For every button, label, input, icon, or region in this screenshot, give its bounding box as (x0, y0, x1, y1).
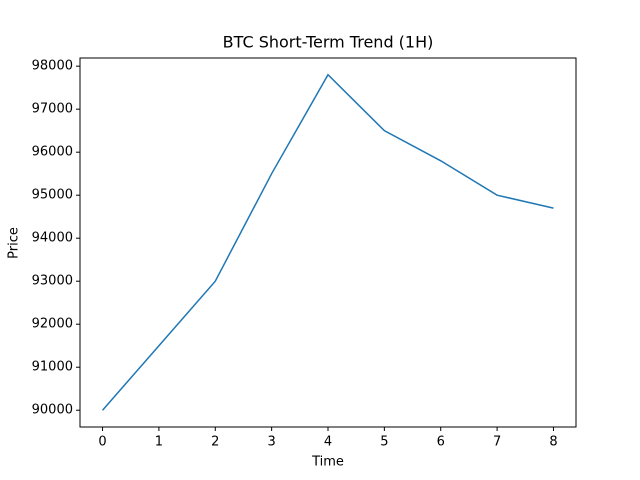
line-series (101, 73, 554, 411)
plot-frame (79, 57, 577, 428)
y-axis-label: Price (7, 227, 22, 259)
x-tick-label: 5 (380, 435, 388, 450)
y-tick-label: 91000 (32, 360, 73, 375)
y-tick-label: 90000 (32, 403, 73, 418)
x-tick-label: 4 (324, 435, 332, 450)
y-tick-label: 93000 (32, 274, 73, 289)
y-tick-label: 97000 (32, 102, 73, 117)
x-tick-label: 7 (493, 435, 501, 450)
y-tick-label: 94000 (32, 231, 73, 246)
chart-title: BTC Short-Term Trend (1H) (223, 33, 434, 52)
x-tick-label: 2 (211, 435, 219, 450)
x-tick-label: 8 (549, 435, 557, 450)
x-axis-label: Time (311, 455, 344, 470)
x-tick-label: 0 (98, 435, 106, 450)
x-tick-label: 1 (155, 435, 163, 450)
y-tick-label: 95000 (32, 188, 73, 203)
y-tick-label: 96000 (32, 145, 73, 160)
x-tick-label: 6 (437, 435, 445, 450)
x-tick-label: 3 (267, 435, 275, 450)
y-tick-label: 98000 (32, 59, 73, 74)
y-tick-label: 92000 (32, 317, 73, 332)
